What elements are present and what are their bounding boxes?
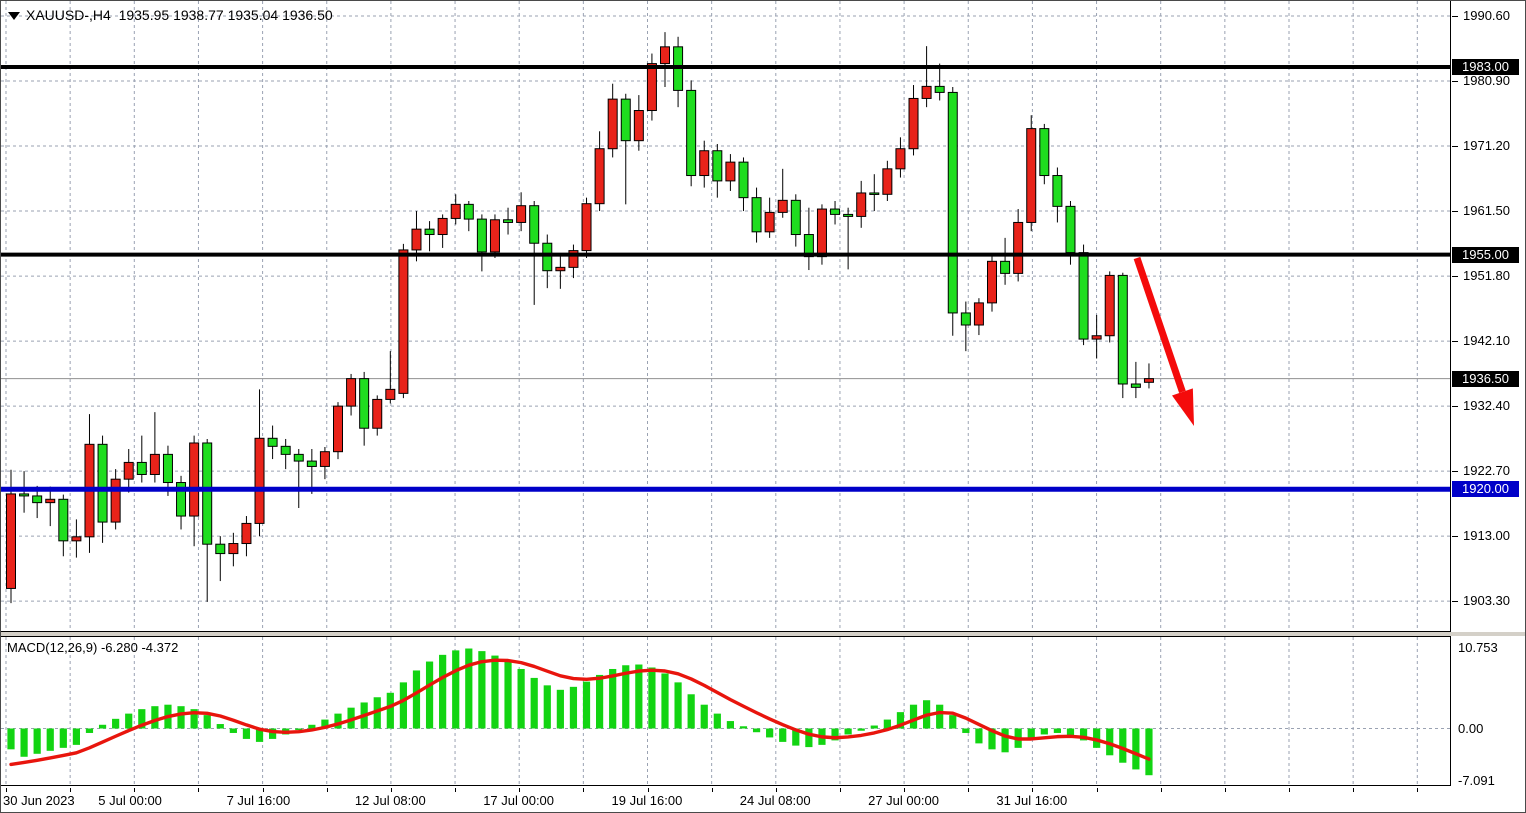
time-gridlines-v (5, 1, 1418, 630)
time-tick-mark (1096, 788, 1098, 792)
macd-indicator-label: MACD(12,26,9) -6.280 -4.372 (7, 640, 178, 655)
time-tick-mark (647, 788, 649, 792)
time-tick-mark (839, 788, 841, 792)
macd-tick-label: 0.00 (1458, 720, 1484, 736)
price-tag-1920.00: 1920.00 (1452, 481, 1519, 498)
macd-signal-value: -4.372 (141, 640, 179, 655)
price-tick-label: 1913.00 (1463, 528, 1510, 544)
price-tick-mark (1452, 601, 1458, 603)
trend-arrow[interactable] (1133, 256, 1194, 426)
time-label: 31 Jul 16:00 (996, 793, 1068, 808)
time-label: 27 Jul 00:00 (868, 793, 939, 808)
price-tick-label: 1903.30 (1463, 593, 1510, 609)
symbol-dropdown-icon (8, 12, 20, 20)
time-label: 19 Jul 16:00 (611, 793, 683, 808)
macd-histogram (7, 648, 1153, 776)
price-tick-mark (1452, 276, 1458, 278)
time-label: 5 Jul 00:00 (98, 793, 162, 808)
time-tick-mark (70, 788, 72, 792)
chart-title-ohlc: 1935.95 1938.77 1935.04 1936.50 (118, 7, 333, 23)
price-tick-mark (1452, 16, 1458, 17)
price-tick-mark (1452, 536, 1458, 538)
time-tick-mark (455, 788, 457, 792)
time-tick-mark (390, 788, 392, 792)
price-axis[interactable]: 1990.60 1980.90 1971.20 1961.50 1951.80 1942.… (1452, 1, 1525, 632)
candles-layer (6, 32, 1154, 604)
time-tick-mark (198, 788, 200, 792)
time-label: 17 Jul 00:00 (483, 793, 555, 808)
time-tick-mark (1224, 788, 1226, 792)
macd-panel[interactable] (1, 636, 1451, 786)
chart-title: XAUUSD-,H4 1935.95 1938.77 1935.04 1936.… (8, 7, 333, 23)
price-tick-mark (1452, 211, 1458, 213)
price-tick-mark (1452, 81, 1458, 83)
macd-signal-line (9, 658, 1151, 767)
price-tick-label: 1971.20 (1463, 138, 1510, 154)
time-tick-mark (262, 788, 264, 792)
price-gridlines-h (1, 15, 1450, 602)
macd-canvas[interactable] (1, 637, 1450, 785)
price-tick-mark (1452, 341, 1458, 343)
macd-gridlines (5, 637, 1418, 785)
time-tick-mark (134, 788, 136, 792)
time-tick-mark (904, 788, 906, 792)
price-tick-mark (1452, 146, 1458, 148)
macd-main-value: -6.280 (100, 640, 138, 655)
time-tick-mark (968, 788, 970, 792)
price-tick-mark (1452, 471, 1458, 473)
time-tick-mark (1032, 788, 1034, 792)
price-chart-canvas[interactable] (1, 1, 1450, 630)
time-tick-mark (519, 788, 521, 792)
price-tick-label: 1980.90 (1463, 73, 1510, 89)
time-axis[interactable]: 30 Jun 2023 5 Jul 00:00 7 Jul 16:00 12 Jul … (1, 788, 1525, 812)
price-tick-label: 1961.50 (1463, 203, 1510, 219)
price-tick-label: 1922.70 (1463, 463, 1510, 479)
time-tick-mark (711, 788, 713, 792)
time-tick-mark (6, 788, 7, 792)
time-tick-mark (583, 788, 585, 792)
time-tick-mark (1160, 788, 1162, 792)
price-tag-1955.00: 1955.00 (1452, 246, 1519, 263)
chart-title-symbol: XAUUSD-,H4 (26, 7, 111, 23)
time-tick-mark (1417, 788, 1419, 792)
time-label: 12 Jul 08:00 (354, 793, 426, 808)
time-tick-mark (326, 788, 328, 792)
time-label: 7 Jul 16:00 (226, 793, 291, 808)
panel-divider[interactable] (1, 632, 1525, 636)
price-tick-label: 1942.10 (1463, 333, 1510, 349)
price-tag-1983.00: 1983.00 (1452, 58, 1519, 75)
price-tick-mark (1452, 406, 1458, 408)
macd-axis[interactable]: 10.753 0.00 -7.091 (1452, 636, 1525, 789)
price-tag-1936.50: 1936.50 (1452, 370, 1519, 387)
price-tick-label: 1990.60 (1463, 8, 1510, 23)
time-tick-mark (1289, 788, 1290, 792)
price-tick-label: 1951.80 (1463, 268, 1510, 284)
price-tick-label: 1932.40 (1463, 398, 1510, 414)
time-tick-mark (775, 788, 777, 792)
time-label: 30 Jun 2023 (3, 793, 75, 808)
price-panel[interactable] (1, 1, 1451, 632)
time-label: 24 Jul 08:00 (739, 793, 811, 808)
macd-name: MACD(12,26,9) (7, 640, 98, 655)
macd-tick-label: 10.753 (1458, 640, 1498, 656)
macd-tick-label: -7.091 (1458, 773, 1495, 789)
time-tick-mark (1353, 788, 1355, 792)
